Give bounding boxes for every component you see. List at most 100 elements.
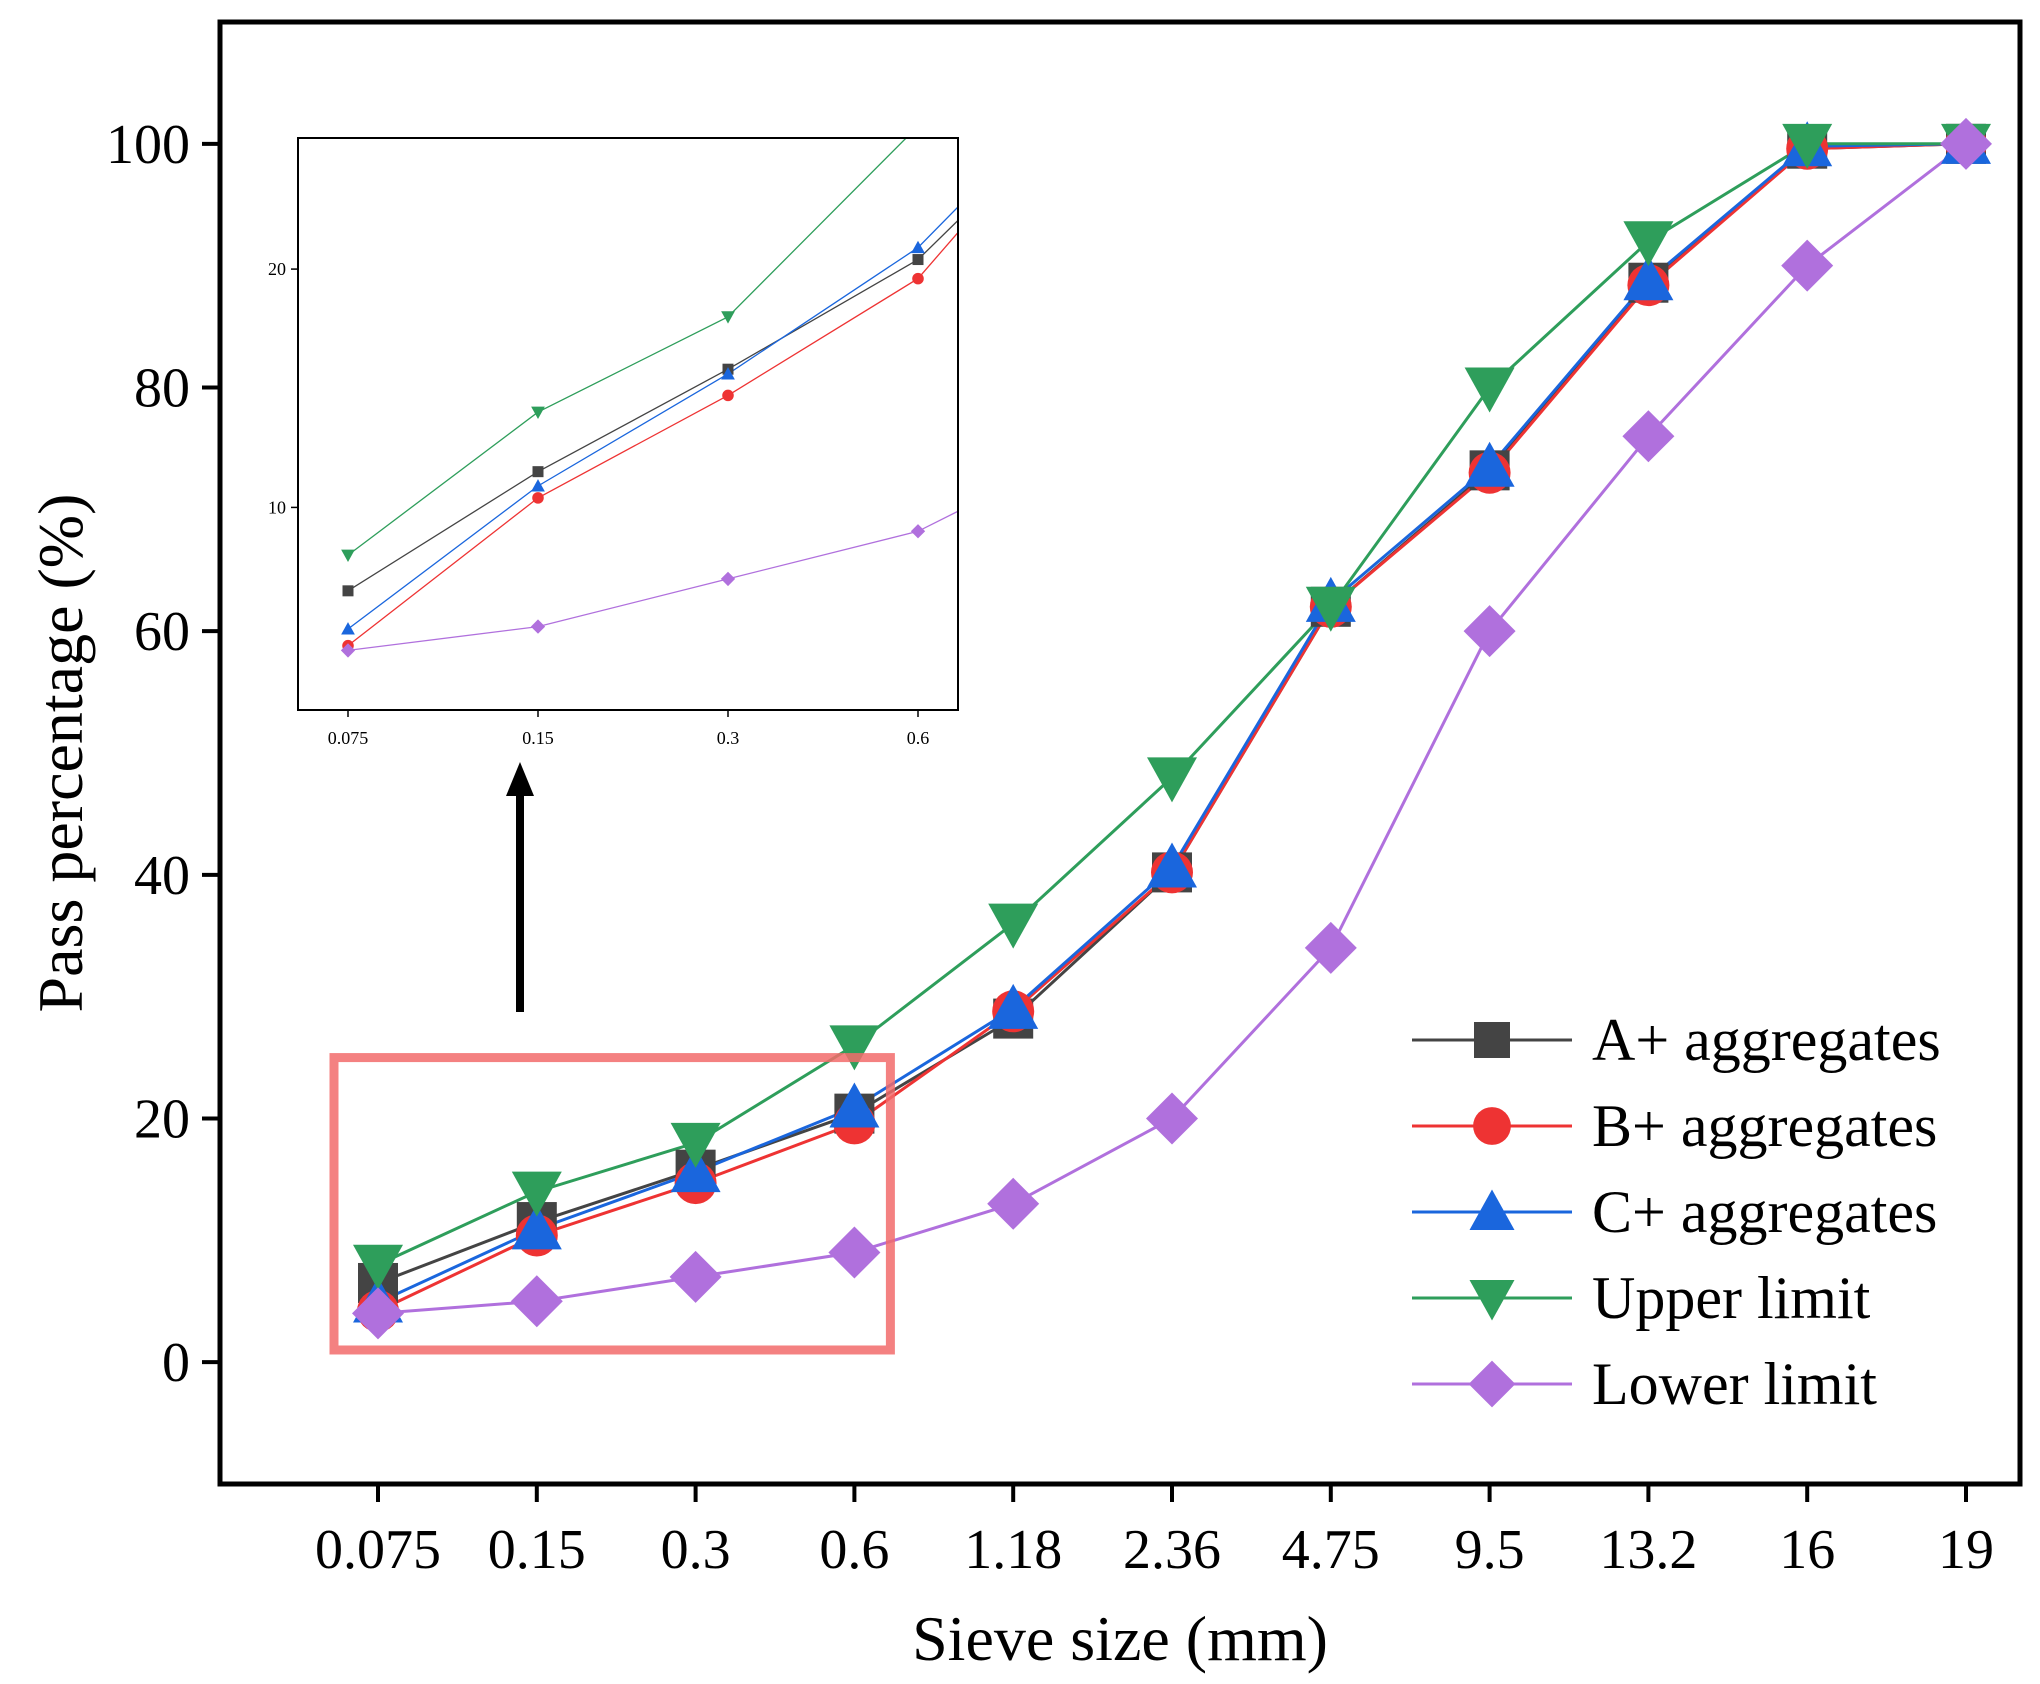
data-point-upper-limit-0-6 bbox=[829, 1025, 880, 1071]
inset-axis-ticks: 0.075 0.15 0.3 0.6 10 20 bbox=[268, 259, 929, 748]
data-point-upper-limit-0-3 bbox=[670, 1122, 721, 1168]
data-point-lower-limit-0-3 bbox=[669, 1250, 722, 1303]
y-axis-ticks: 0 20 40 60 80 100 bbox=[106, 114, 220, 1394]
x-tick-label-0-15: 0.15 bbox=[488, 1519, 586, 1581]
data-point-lower-limit-13-2 bbox=[1622, 410, 1675, 463]
data-point-lower-limit-0-6 bbox=[828, 1226, 881, 1279]
x-tick-label-13-2: 13.2 bbox=[1599, 1519, 1697, 1581]
inset-point-a-aggregates-0-075 bbox=[342, 585, 354, 597]
data-point-c-aggregates-0-6 bbox=[829, 1082, 880, 1128]
data-point-upper-limit-16 bbox=[1782, 123, 1833, 169]
inset-x-tick-label-0-075: 0.075 bbox=[328, 728, 369, 748]
legend-marker-lower-limit bbox=[1468, 1360, 1516, 1408]
data-point-lower-limit-19 bbox=[1940, 117, 1992, 170]
legend-marker-upper-limit bbox=[1469, 1280, 1515, 1321]
data-point-lower-limit-16 bbox=[1781, 239, 1834, 292]
inset-point-lower-limit-0-075 bbox=[340, 643, 356, 658]
inset-background bbox=[298, 138, 958, 710]
inset-x-tick-label-0-6: 0.6 bbox=[907, 728, 930, 748]
legend-item-b-aggregates: B+ aggregates bbox=[1412, 1093, 1937, 1159]
data-point-c-aggregates-1-18 bbox=[988, 983, 1039, 1029]
data-point-upper-limit-13-2 bbox=[1623, 221, 1674, 267]
inset-point-lower-limit-0-15 bbox=[530, 619, 546, 634]
inset-x-tick-label-0-15: 0.15 bbox=[522, 728, 554, 748]
data-point-lower-limit-0-075 bbox=[352, 1287, 404, 1340]
x-tick-label-4-75: 4.75 bbox=[1282, 1519, 1380, 1581]
x-tick-label-1-18: 1.18 bbox=[964, 1519, 1062, 1581]
x-tick-label-0-6: 0.6 bbox=[819, 1519, 889, 1581]
y-tick-label-80: 80 bbox=[134, 358, 190, 420]
data-point-c-aggregates-2-36 bbox=[1147, 842, 1197, 888]
data-point-upper-limit-1-18 bbox=[988, 903, 1039, 949]
inset-point-c-aggregates-0-6 bbox=[911, 240, 925, 254]
inset-x-tick-label-0-3: 0.3 bbox=[717, 728, 740, 748]
inset-y-tick-label-10: 10 bbox=[268, 497, 286, 517]
legend-item-upper-limit: Upper limit bbox=[1412, 1265, 1871, 1331]
x-tick-label-19: 19 bbox=[1938, 1519, 1994, 1581]
inset-series-group bbox=[340, 138, 958, 658]
legend-marker-c-aggregates bbox=[1469, 1189, 1515, 1230]
inset-series bbox=[340, 138, 958, 658]
inset-frame bbox=[297, 137, 959, 711]
inset-point-c-aggregates-0-075 bbox=[341, 622, 355, 635]
y-tick-label-100: 100 bbox=[106, 114, 190, 176]
x-tick-label-0-075: 0.075 bbox=[315, 1519, 441, 1581]
x-tick-label-2-36: 2.36 bbox=[1123, 1519, 1221, 1581]
y-tick-label-40: 40 bbox=[134, 845, 190, 907]
x-axis-ticks: 0.075 0.15 0.3 0.6 1.18 2.36 4.75 9.5 13.2 16 19 bbox=[315, 1484, 1994, 1581]
legend-label-upper-limit: Upper limit bbox=[1592, 1265, 1871, 1331]
inset-point-c-aggregates-0-3 bbox=[721, 367, 735, 380]
legend-marker-b-aggregates bbox=[1473, 1107, 1511, 1145]
data-point-lower-limit-9-5 bbox=[1463, 605, 1516, 658]
data-point-upper-limit-2-36 bbox=[1147, 757, 1197, 803]
inset-point-upper-limit-0-075 bbox=[341, 549, 355, 562]
legend-item-c-aggregates: C+ aggregates bbox=[1412, 1179, 1937, 1245]
data-point-lower-limit-4-75 bbox=[1304, 921, 1357, 974]
legend-label-c-aggregates: C+ aggregates bbox=[1592, 1179, 1937, 1245]
inset-point-upper-limit-0-15 bbox=[531, 406, 545, 419]
plot-frame bbox=[217, 19, 2023, 1487]
legend: A+ aggregates B+ aggregates C+ aggregates U… bbox=[1412, 1007, 1941, 1417]
legend-label-a-aggregates: A+ aggregates bbox=[1592, 1007, 1941, 1073]
legend-marker-a-aggregates bbox=[1474, 1022, 1510, 1058]
data-point-upper-limit-9-5 bbox=[1464, 367, 1515, 413]
inset-point-b-aggregates-0-6 bbox=[912, 272, 924, 285]
data-point-c-aggregates-13-2 bbox=[1623, 255, 1674, 301]
inset-point-b-aggregates-0-15 bbox=[532, 492, 544, 504]
data-point-upper-limit-0-15 bbox=[511, 1171, 562, 1217]
data-point-c-aggregates-9-5 bbox=[1464, 441, 1515, 487]
inset-point-lower-limit-0-6 bbox=[910, 524, 926, 539]
data-point-lower-limit-0-15 bbox=[510, 1275, 563, 1328]
data-point-c-aggregates-0-15 bbox=[511, 1204, 562, 1250]
zoom-arrow-head bbox=[506, 762, 534, 796]
data-point-lower-limit-2-36 bbox=[1146, 1092, 1198, 1145]
inset-point-a-aggregates-0-15 bbox=[532, 466, 544, 478]
data-point-upper-limit-0-075 bbox=[353, 1244, 403, 1290]
x-tick-label-0-3: 0.3 bbox=[661, 1519, 731, 1581]
y-tick-label-20: 20 bbox=[134, 1089, 190, 1151]
inset-point-upper-limit-0-3 bbox=[721, 311, 735, 324]
legend-item-a-aggregates: A+ aggregates bbox=[1412, 1007, 1941, 1073]
legend-item-lower-limit: Lower limit bbox=[1412, 1351, 1877, 1417]
zoom-highlight-box bbox=[329, 1053, 895, 1355]
legend-label-lower-limit: Lower limit bbox=[1592, 1351, 1877, 1417]
inset-plot: 0.075 0.15 0.3 0.6 10 20 bbox=[268, 137, 959, 748]
inset-point-b-aggregates-0-3 bbox=[722, 389, 734, 402]
inset-point-lower-limit-0-3 bbox=[720, 571, 736, 587]
main-series-markers bbox=[352, 117, 1992, 1340]
data-point-upper-limit-4-75 bbox=[1305, 586, 1356, 632]
inset-point-a-aggregates-0-6 bbox=[912, 254, 924, 266]
y-tick-label-60: 60 bbox=[134, 601, 190, 663]
data-point-lower-limit-1-18 bbox=[987, 1177, 1040, 1230]
inset-point-c-aggregates-0-15 bbox=[531, 479, 545, 492]
x-tick-label-16: 16 bbox=[1779, 1519, 1835, 1581]
data-point-c-aggregates-0-3 bbox=[670, 1147, 721, 1193]
zoom-arrow bbox=[506, 762, 534, 1012]
main-plot: 0.075 0.15 0.3 0.6 1.18 2.36 4.75 9.5 13.2 16 19 0… bbox=[106, 19, 2023, 1581]
y-tick-label-0: 0 bbox=[162, 1332, 190, 1394]
x-axis-title: Sieve size (mm) bbox=[912, 1603, 1328, 1674]
legend-label-b-aggregates: B+ aggregates bbox=[1592, 1093, 1937, 1159]
y-axis-title: Pass percentage (%) bbox=[25, 494, 96, 1013]
inset-y-tick-label-20: 20 bbox=[268, 259, 286, 279]
